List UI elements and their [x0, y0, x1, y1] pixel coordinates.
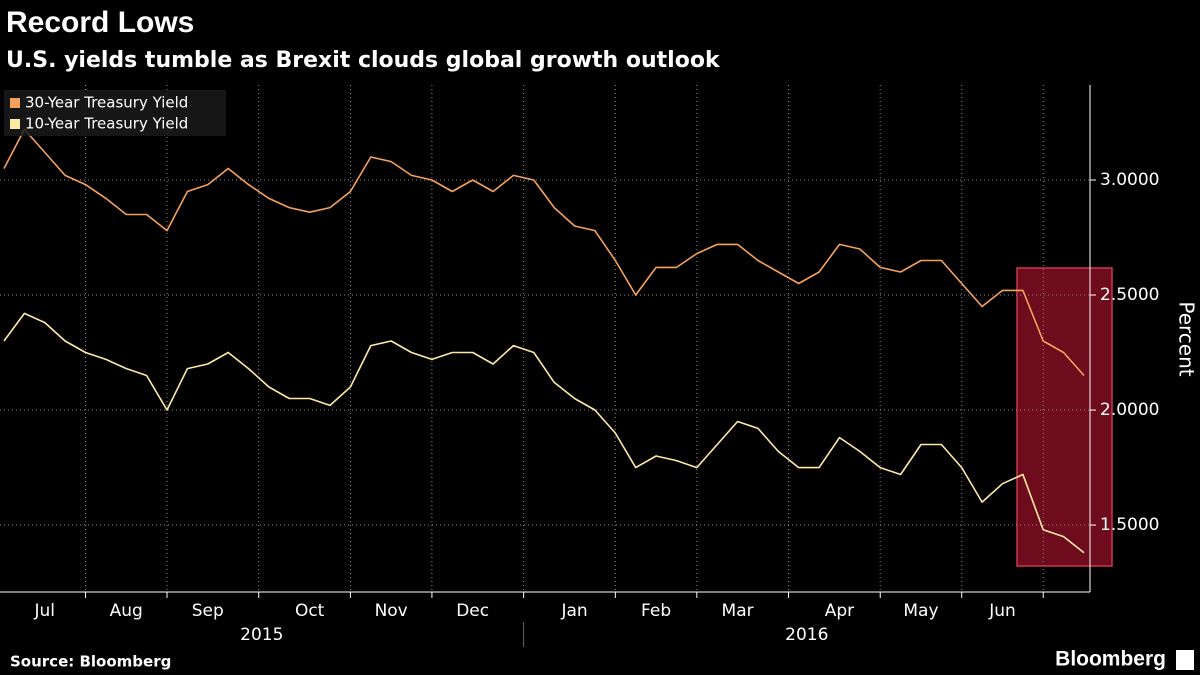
highlight-box — [1016, 267, 1113, 567]
x-tick-label: Dec — [456, 601, 489, 621]
series-line — [3, 312, 1085, 554]
chart-subtitle: U.S. yields tumble as Brexit clouds glob… — [6, 48, 721, 73]
y-tick-label: 2.5000 — [1100, 285, 1159, 305]
legend-swatch — [10, 119, 20, 129]
series-line — [3, 128, 1085, 377]
brand-icon — [1176, 650, 1194, 670]
y-tick-label: 3.0000 — [1100, 170, 1159, 190]
x-tick-label: Oct — [295, 601, 325, 621]
legend-label: 30-Year Treasury Yield — [25, 94, 188, 112]
legend-swatch — [10, 98, 20, 108]
x-tick-label: Jun — [988, 601, 1016, 621]
chart-title: Record Lows — [6, 6, 194, 39]
x-tick-label: Apr — [825, 601, 854, 621]
x-tick-label: Jul — [33, 601, 55, 621]
y-tick-label: 2.0000 — [1100, 400, 1159, 420]
x-tick-label: Feb — [641, 601, 671, 621]
x-tick-label: Aug — [110, 601, 143, 621]
y-axis-label: Percent — [1175, 301, 1199, 376]
year-label: 2015 — [240, 625, 283, 645]
legend-label: 10-Year Treasury Yield — [25, 115, 188, 133]
x-tick-label: Jan — [560, 601, 587, 621]
brand: Bloomberg — [1055, 648, 1166, 671]
x-tick-label: Sep — [192, 601, 224, 621]
y-tick-label: 1.5000 — [1100, 515, 1159, 535]
source: Source: Bloomberg — [10, 653, 171, 671]
year-label: 2016 — [785, 625, 828, 645]
legend-background — [4, 90, 226, 136]
x-tick-label: Nov — [375, 601, 408, 621]
x-tick-label: Mar — [722, 601, 754, 621]
x-tick-label: May — [903, 601, 938, 621]
